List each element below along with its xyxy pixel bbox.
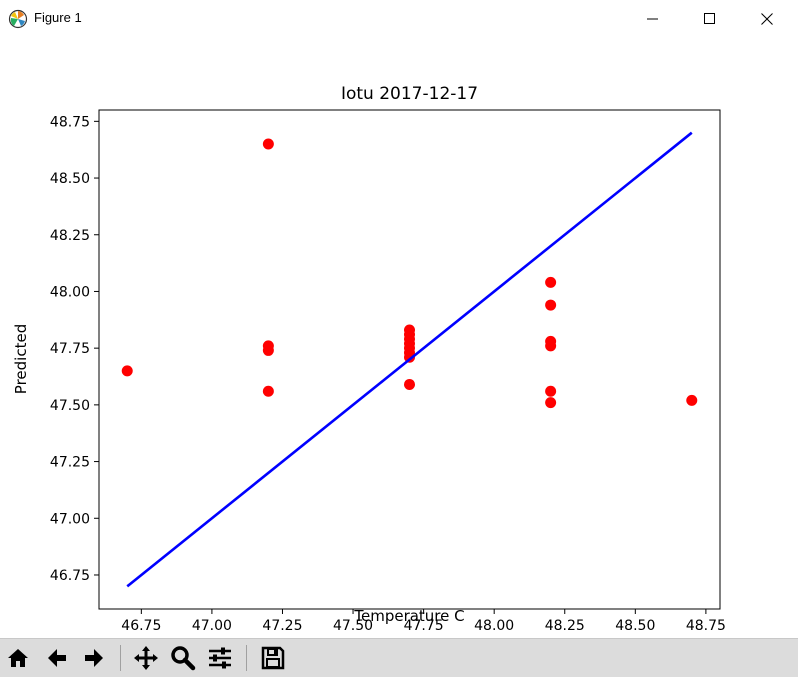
x-tick-label: 48.50 bbox=[615, 618, 655, 634]
x-tick-label: 46.75 bbox=[121, 618, 161, 634]
y-tick-label: 48.25 bbox=[50, 228, 90, 244]
y-axis-label: Predicted bbox=[12, 324, 30, 394]
x-tick-label: 47.50 bbox=[333, 618, 373, 634]
window-titlebar: Figure 1 bbox=[0, 0, 798, 38]
home-button[interactable] bbox=[4, 643, 32, 673]
minimize-button[interactable] bbox=[630, 0, 676, 38]
sliders-icon bbox=[209, 647, 231, 669]
data-point bbox=[404, 378, 415, 390]
x-tick-label: 47.00 bbox=[192, 618, 232, 634]
move-icon bbox=[134, 646, 158, 670]
forward-button[interactable] bbox=[80, 643, 108, 673]
y-tick-label: 48.75 bbox=[50, 114, 90, 130]
data-point bbox=[545, 340, 557, 352]
x-tick-label: 48.25 bbox=[545, 618, 585, 634]
y-tick-label: 47.00 bbox=[50, 511, 90, 527]
navigation-toolbar bbox=[0, 638, 798, 677]
zoom-icon bbox=[171, 646, 196, 671]
arrow-right-icon bbox=[85, 649, 103, 667]
save-button[interactable] bbox=[259, 643, 287, 673]
save-icon bbox=[261, 646, 285, 670]
plot-area-frame bbox=[98, 109, 721, 610]
matplotlib-icon bbox=[8, 9, 28, 29]
y-tick-label: 48.50 bbox=[50, 171, 90, 187]
data-point bbox=[121, 365, 133, 377]
arrow-left-icon bbox=[48, 649, 66, 667]
minimize-icon bbox=[647, 18, 658, 20]
data-point bbox=[545, 276, 557, 288]
data-point bbox=[545, 385, 557, 397]
y-tick-label: 48.00 bbox=[50, 284, 90, 300]
back-button[interactable] bbox=[43, 643, 71, 673]
data-point bbox=[262, 138, 274, 150]
data-point bbox=[262, 344, 274, 356]
x-tick-label: 47.75 bbox=[404, 618, 444, 634]
scatter-chart: Iotu 2017-12-17 46.75 47.00 47.25 47.50 47.7… bbox=[12, 84, 726, 634]
maximize-button[interactable] bbox=[687, 0, 733, 38]
data-point bbox=[545, 397, 557, 409]
figure-canvas[interactable]: Iotu 2017-12-17 46.75 47.00 47.25 47.50 47.7… bbox=[0, 38, 798, 638]
regression-line bbox=[126, 131, 693, 588]
configure-subplots-button[interactable] bbox=[206, 643, 234, 673]
x-tick-label: 48.00 bbox=[474, 618, 514, 634]
close-button[interactable] bbox=[744, 0, 790, 38]
toolbar-separator bbox=[246, 645, 247, 671]
close-icon bbox=[761, 13, 773, 25]
x-tick-label: 47.25 bbox=[262, 618, 302, 634]
chart-title: Iotu 2017-12-17 bbox=[341, 84, 478, 104]
y-tick-label: 47.25 bbox=[50, 455, 90, 471]
y-tick-label: 47.75 bbox=[50, 341, 90, 357]
y-tick-label: 46.75 bbox=[50, 568, 90, 584]
maximize-icon bbox=[704, 13, 715, 24]
data-point bbox=[262, 385, 274, 397]
data-point bbox=[545, 299, 557, 311]
window-title: Figure 1 bbox=[34, 10, 82, 25]
y-tick-label: 47.50 bbox=[50, 398, 90, 414]
home-icon bbox=[8, 649, 28, 667]
data-point bbox=[686, 394, 698, 406]
zoom-button[interactable] bbox=[169, 643, 197, 673]
toolbar-separator bbox=[120, 645, 121, 671]
x-axis-label: Temperature C bbox=[353, 607, 464, 625]
data-point bbox=[404, 351, 415, 363]
x-tick-label: 48.75 bbox=[686, 618, 726, 634]
pan-button[interactable] bbox=[132, 643, 160, 673]
